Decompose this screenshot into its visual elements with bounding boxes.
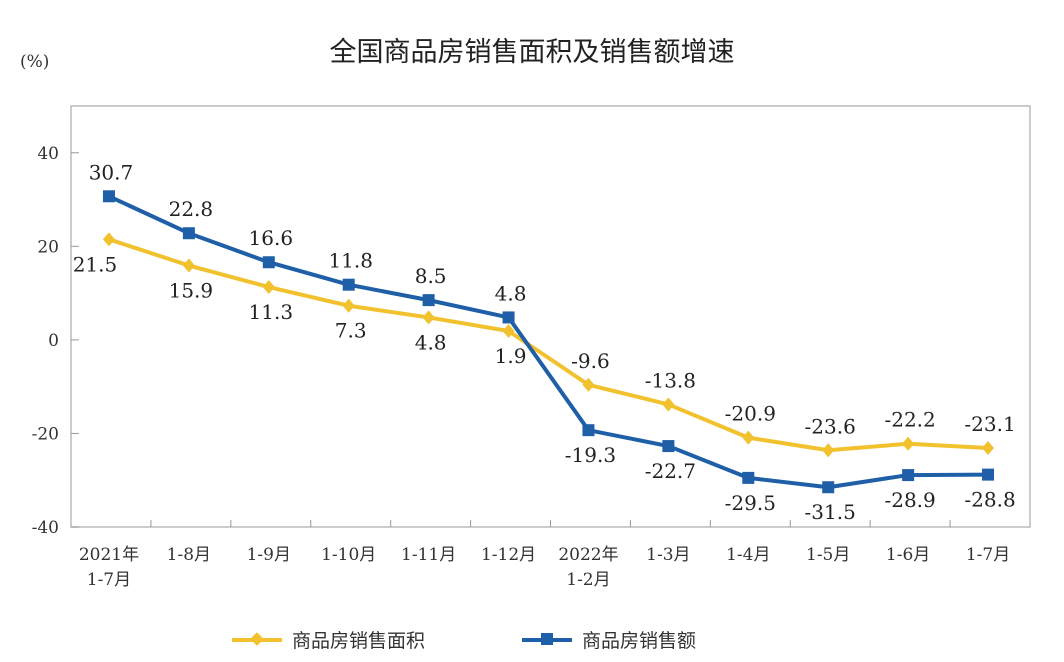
y-axis-unit: (%) [20, 52, 50, 72]
data-point [182, 258, 195, 273]
legend-label: 商品房销售面积 [292, 630, 426, 652]
data-point [742, 471, 755, 484]
y-tick-label: 40 [37, 144, 59, 164]
data-label: -13.8 [645, 368, 696, 392]
data-label: 16.6 [249, 226, 294, 250]
square-marker-icon [541, 632, 553, 645]
data-label: -22.2 [884, 408, 935, 432]
data-point [902, 469, 915, 482]
x-tick-label: 1-2月 [566, 570, 610, 590]
data-label: 8.5 [415, 264, 447, 288]
data-label: 1.9 [495, 344, 527, 368]
plot-frame [70, 105, 1031, 528]
y-tick-label: 20 [37, 237, 59, 257]
y-tick-label: -40 [32, 518, 59, 538]
data-label: -29.5 [725, 491, 776, 515]
x-tick-label: 1-12月 [481, 545, 536, 565]
data-point [502, 324, 515, 339]
data-point [262, 256, 275, 269]
data-point [502, 311, 515, 324]
x-tick-label: 1-3月 [646, 545, 690, 565]
data-point [822, 481, 835, 494]
data-label: -23.1 [964, 412, 1015, 436]
data-label: -28.8 [964, 488, 1015, 512]
data-label: -9.6 [571, 349, 610, 373]
data-label: 30.7 [89, 160, 134, 184]
data-label: -23.6 [805, 414, 856, 438]
diamond-marker-icon [250, 631, 264, 646]
data-label: -22.7 [645, 459, 696, 483]
data-point [662, 397, 675, 412]
x-tick-label: 1-6月 [886, 545, 930, 565]
data-label: -28.9 [884, 488, 935, 512]
data-label: 4.8 [415, 330, 447, 354]
data-point [982, 440, 995, 455]
x-tick-label: 1-10月 [321, 545, 376, 565]
x-tick-label: 1-7月 [87, 570, 131, 590]
data-point [422, 294, 435, 307]
data-label: 11.3 [249, 300, 294, 324]
data-point [342, 298, 355, 313]
x-tick-label: 2021年 [79, 545, 139, 565]
data-label: 21.5 [73, 252, 118, 276]
y-tick-label: 0 [48, 331, 59, 351]
legend-swatch-area [232, 631, 282, 646]
y-tick-label: -20 [32, 424, 59, 444]
data-point [582, 377, 595, 392]
data-point [262, 280, 275, 295]
data-point [822, 443, 835, 458]
data-label: 7.3 [335, 319, 367, 343]
legend-label: 商品房销售额 [582, 630, 697, 652]
data-point [342, 278, 355, 291]
data-point [422, 310, 435, 325]
data-label: -19.3 [565, 443, 616, 467]
data-point [742, 430, 755, 445]
data-label: -20.9 [725, 402, 776, 426]
legend-item-amount: 商品房销售额 [522, 626, 696, 653]
x-tick-label: 1-7月 [966, 545, 1010, 565]
x-tick-label: 1-11月 [401, 545, 456, 565]
legend-item-area: 商品房销售面积 [232, 626, 425, 653]
legend-swatch-amount [522, 632, 572, 645]
x-tick-label: 2022年 [558, 545, 618, 565]
data-point [902, 436, 915, 451]
x-tick-label: 1-8月 [167, 545, 211, 565]
series-line [108, 194, 989, 490]
data-label: 11.8 [328, 249, 373, 273]
x-tick-label: 1-9月 [247, 545, 291, 565]
data-point [982, 468, 995, 481]
data-point [102, 190, 115, 203]
series-line [108, 237, 989, 453]
data-point [102, 232, 115, 247]
data-label: 22.8 [169, 197, 214, 221]
data-point [182, 227, 195, 240]
data-label: 15.9 [169, 279, 214, 303]
data-point [662, 440, 675, 453]
data-label: 4.8 [495, 281, 527, 305]
data-point [582, 424, 595, 437]
x-tick-label: 1-4月 [726, 545, 770, 565]
data-label: -31.5 [805, 500, 856, 524]
chart-title: 全国商品房销售面积及销售额增速 [329, 37, 735, 68]
x-tick-label: 1-5月 [806, 545, 850, 565]
